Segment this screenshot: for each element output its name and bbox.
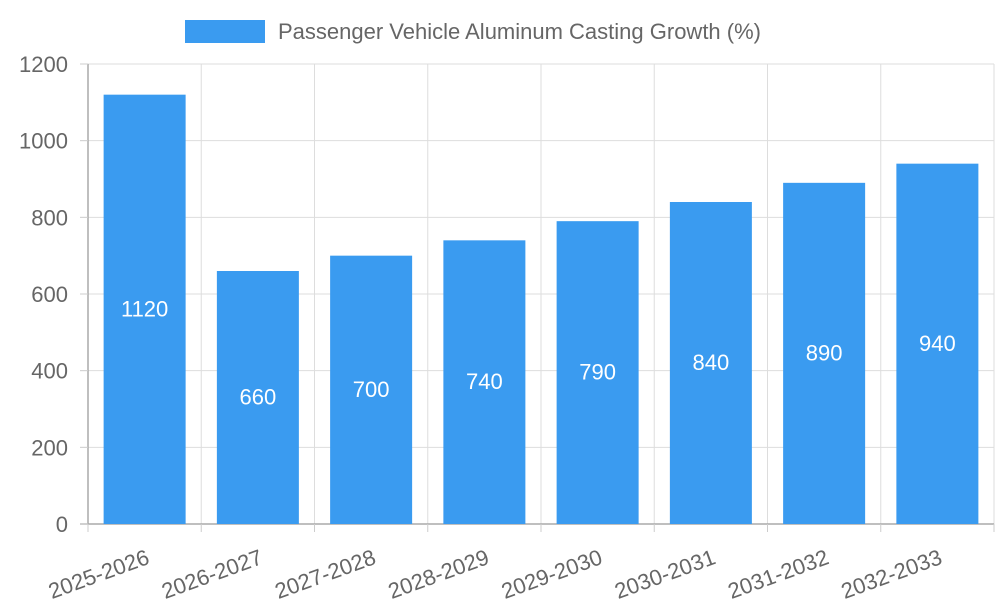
bar	[783, 182, 866, 525]
bar-value-label: 790	[579, 360, 616, 385]
bar-value-label: 700	[353, 377, 390, 402]
bar-value-label: 740	[466, 369, 503, 394]
y-tick-label: 200	[31, 435, 68, 460]
x-tick-label: 2027-2028	[272, 544, 379, 600]
bar	[556, 221, 639, 524]
x-tick-label: 2026-2027	[158, 544, 265, 600]
bar-value-label: 1120	[121, 296, 168, 321]
y-tick-label: 0	[56, 512, 68, 537]
legend[interactable]: Passenger Vehicle Aluminum Casting Growt…	[185, 19, 761, 44]
legend-swatch[interactable]	[185, 20, 265, 43]
y-tick-label: 800	[31, 205, 68, 230]
bar-value-label: 840	[693, 350, 730, 375]
bar-value-label: 660	[240, 385, 277, 410]
bar	[669, 202, 752, 524]
bar	[103, 94, 186, 525]
bar	[896, 163, 979, 524]
y-tick-label: 1200	[19, 52, 68, 77]
y-tick-label: 600	[31, 282, 68, 307]
y-tick-label: 1000	[19, 129, 68, 154]
y-tick-label: 400	[31, 359, 68, 384]
legend-label[interactable]: Passenger Vehicle Aluminum Casting Growt…	[278, 19, 761, 44]
bars	[103, 94, 979, 525]
bar	[216, 271, 299, 524]
x-tick-label: 2029-2030	[498, 544, 605, 600]
x-tick-label: 2031-2032	[725, 544, 832, 600]
x-tick-label: 2028-2029	[385, 544, 492, 600]
x-tick-label: 2032-2033	[838, 544, 945, 600]
bar-labels: 1120 660 700 740 790 840 890 940	[121, 296, 956, 409]
x-tick-label: 2025-2026	[45, 544, 152, 600]
bar	[443, 240, 526, 525]
bar-value-label: 890	[806, 340, 843, 365]
bar	[330, 255, 413, 524]
y-axis-ticks: 0 200 400 600 800 1000 1200	[19, 52, 88, 537]
x-tick-label: 2030-2031	[611, 544, 718, 600]
bar-value-label: 940	[919, 331, 956, 356]
x-axis-ticks: 2025-2026 2026-2027 2027-2028 2028-2029 2029…	[45, 524, 995, 600]
